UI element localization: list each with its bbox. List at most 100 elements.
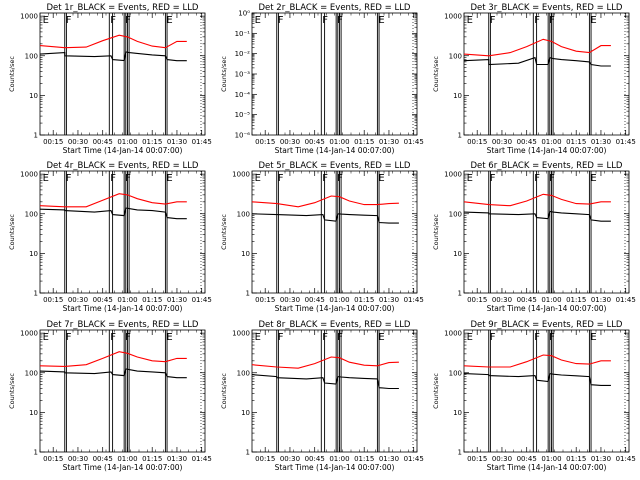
flag-label: F: [549, 15, 555, 26]
x-tick-label: 00:45: [517, 138, 537, 146]
y-axis-label: Counts/sec: [220, 56, 228, 92]
x-tick-label: 01:30: [167, 138, 187, 146]
flag-label: F: [66, 332, 72, 343]
x-tick-label: 00:15: [43, 138, 63, 146]
x-tick-label: 01:00: [117, 455, 137, 463]
flag-label: F: [125, 173, 131, 184]
x-axis-label: Start Time (14-Jan-14 00:07:00): [63, 304, 183, 313]
x-tick-label: 01:15: [142, 296, 162, 304]
x-tick-label: 01:15: [566, 455, 586, 463]
events-series-line: [251, 213, 399, 224]
x-tick-label: 01:00: [329, 296, 349, 304]
y-axis-label: Counts/sec: [8, 373, 16, 409]
flag-label: E: [378, 15, 384, 26]
x-tick-label: 00:15: [43, 455, 63, 463]
flag-label: F: [278, 332, 284, 343]
y-tick-label: 1000: [20, 171, 38, 179]
y-axis-label: Counts/sec: [220, 214, 228, 250]
flag-label: F: [278, 173, 284, 184]
x-tick-label: 00:30: [68, 455, 88, 463]
flag-label: E: [166, 332, 172, 343]
flag-label: E: [255, 332, 261, 343]
flag-label: F: [534, 15, 540, 26]
x-tick-label: 00:45: [93, 455, 113, 463]
y-tick-label: 10: [29, 250, 38, 258]
y-tick-label: 100: [25, 52, 38, 60]
x-axis-label: Start Time (14-Jan-14 00:07:00): [275, 146, 395, 155]
x-tick-label: 00:30: [68, 138, 88, 146]
y-tick-label: 10: [29, 409, 38, 417]
x-axis-label: Start Time (14-Jan-14 00:07:00): [63, 463, 183, 472]
x-tick-label: 00:30: [280, 296, 300, 304]
x-tick-label: 00:45: [517, 296, 537, 304]
y-tick-label: 1000: [232, 171, 250, 179]
x-axis-label: Start Time (14-Jan-14 00:07:00): [487, 146, 607, 155]
x-tick-label: 01:30: [379, 138, 399, 146]
y-tick-label: 1000: [20, 13, 38, 21]
flag-label: F: [534, 173, 540, 184]
flag-label: E: [166, 173, 172, 184]
x-axis-label: Start Time (14-Jan-14 00:07:00): [63, 146, 183, 155]
chart-panel-1: Det 1r_BLACK = Events, RED = LLD 1 10 100 10…: [8, 3, 212, 155]
y-tick-label: 10: [29, 92, 38, 100]
lld-series-line: [463, 193, 611, 207]
y-axis-label: Counts/sec: [432, 56, 440, 92]
x-axis-label: Start Time (14-Jan-14 00:07:00): [487, 463, 607, 472]
y-tick-label: 100: [237, 369, 250, 377]
flag-label: E: [43, 15, 49, 26]
flag-label: F: [66, 15, 72, 26]
x-tick-label: 01:45: [616, 296, 636, 304]
flag-label: F: [337, 332, 343, 343]
x-tick-label: 00:15: [467, 138, 487, 146]
x-tick-label: 01:30: [167, 455, 187, 463]
flag-label: F: [322, 173, 328, 184]
x-tick-label: 01:45: [404, 138, 424, 146]
y-tick-label: 1: [246, 290, 250, 298]
x-tick-label: 01:00: [541, 455, 561, 463]
y-axis-label: Counts/sec: [432, 373, 440, 409]
y-tick-label: 1000: [20, 330, 38, 338]
flag-label: F: [125, 15, 131, 26]
x-axis-label: Start Time (14-Jan-14 00:07:00): [275, 304, 395, 313]
flag-label: E: [166, 15, 172, 26]
flag-label: F: [278, 15, 284, 26]
x-tick-label: 01:00: [541, 138, 561, 146]
x-tick-label: 01:00: [541, 296, 561, 304]
flag-label: F: [490, 332, 496, 343]
y-tick-label: 100: [449, 210, 462, 218]
x-tick-label: 01:15: [354, 138, 374, 146]
x-tick-label: 01:15: [354, 296, 374, 304]
y-tick-label: 1: [458, 132, 462, 140]
y-tick-label: 1000: [232, 330, 250, 338]
y-tick-label: 10⁻²: [235, 50, 251, 58]
flag-label: E: [43, 332, 49, 343]
x-tick-label: 00:15: [467, 455, 487, 463]
y-axis-label: Counts/sec: [432, 214, 440, 250]
x-tick-label: 00:15: [467, 296, 487, 304]
y-tick-label: 10: [453, 250, 462, 258]
y-tick-label: 10: [453, 409, 462, 417]
x-tick-label: 01:45: [192, 455, 212, 463]
events-series-line: [39, 51, 187, 62]
x-tick-label: 01:00: [329, 138, 349, 146]
x-tick-label: 00:30: [68, 296, 88, 304]
chart-title: Det 1r_BLACK = Events, RED = LLD: [47, 3, 199, 13]
y-tick-label: 10: [241, 250, 250, 258]
x-tick-label: 01:45: [192, 138, 212, 146]
chart-title: Det 9r_BLACK = Events, RED = LLD: [471, 320, 623, 330]
x-tick-label: 01:30: [379, 296, 399, 304]
y-tick-label: 10: [453, 92, 462, 100]
chart-panel-6: Det 6r_BLACK = Events, RED = LLD 1 10 100 10…: [432, 161, 636, 313]
flag-label: E: [378, 173, 384, 184]
x-tick-label: 01:45: [616, 138, 636, 146]
events-series-line: [39, 207, 187, 220]
x-axis-label: Start Time (14-Jan-14 00:07:00): [487, 304, 607, 313]
chart-title: Det 4r_BLACK = Events, RED = LLD: [47, 161, 199, 171]
x-tick-label: 01:45: [192, 296, 212, 304]
x-tick-label: 01:45: [404, 455, 424, 463]
x-tick-label: 01:15: [142, 138, 162, 146]
x-tick-label: 01:30: [167, 296, 187, 304]
chart-panel-3: Det 3r_BLACK = Events, RED = LLD 1 10 100 10…: [432, 3, 636, 155]
x-tick-label: 01:15: [354, 455, 374, 463]
